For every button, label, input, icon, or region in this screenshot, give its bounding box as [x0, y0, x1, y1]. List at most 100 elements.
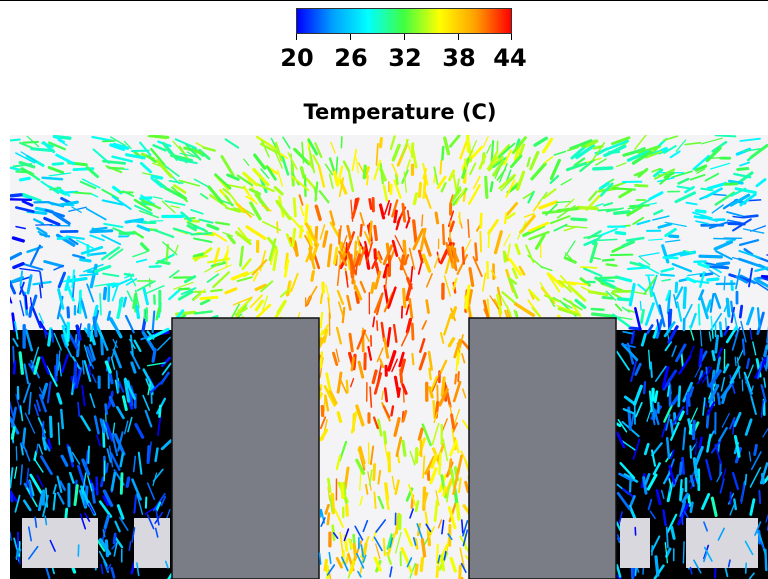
velocity-arrow: [10, 416, 20, 435]
velocity-arrow: [752, 341, 757, 356]
velocity-arrow: [68, 206, 87, 212]
velocity-arrow: [739, 161, 750, 167]
velocity-arrow: [57, 271, 66, 289]
velocity-arrow: [103, 460, 106, 482]
vent-arrow: [100, 563, 104, 575]
velocity-arrow: [533, 136, 549, 147]
velocity-arrow: [310, 270, 315, 282]
velocity-arrow: [580, 286, 594, 293]
velocity-arrow: [403, 527, 414, 547]
velocity-arrow: [615, 162, 627, 168]
velocity-arrow: [12, 360, 17, 375]
velocity-arrow: [100, 337, 104, 356]
velocity-arrow: [42, 436, 47, 451]
velocity-arrow: [424, 511, 430, 534]
velocity-arrow: [10, 467, 14, 489]
velocity-arrow: [637, 283, 647, 292]
velocity-arrow: [699, 329, 703, 347]
velocity-arrow: [10, 295, 13, 304]
velocity-arrow: [177, 192, 187, 200]
velocity-arrow: [629, 290, 635, 300]
velocity-arrow: [498, 173, 517, 190]
velocity-arrow: [401, 383, 408, 395]
velocity-arrow: [71, 206, 82, 213]
velocity-arrow: [192, 225, 205, 231]
velocity-arrow: [391, 163, 399, 178]
velocity-arrow: [333, 170, 340, 187]
velocity-arrow: [234, 201, 245, 213]
velocity-arrow: [448, 135, 461, 148]
vent-arrow: [759, 541, 765, 549]
velocity-arrow: [352, 542, 358, 560]
velocity-arrow: [206, 223, 220, 231]
velocity-arrow: [89, 234, 105, 242]
velocity-arrow: [329, 221, 341, 240]
velocity-arrow: [12, 337, 19, 347]
velocity-arrow: [112, 532, 117, 545]
velocity-arrow: [293, 147, 311, 166]
velocity-arrow: [73, 484, 79, 507]
velocity-arrow: [308, 146, 312, 165]
velocity-arrow: [729, 417, 736, 430]
velocity-arrow: [12, 261, 25, 270]
velocity-arrow: [428, 386, 434, 399]
velocity-arrow: [417, 427, 424, 441]
velocity-arrow: [682, 286, 687, 310]
velocity-arrow: [199, 295, 219, 301]
velocity-arrow: [116, 504, 125, 520]
velocity-arrow: [506, 305, 513, 318]
velocity-arrow: [368, 220, 373, 243]
vent-arrow: [111, 542, 118, 550]
velocity-arrow: [583, 234, 603, 239]
velocity-arrow: [378, 203, 386, 220]
velocity-arrow: [736, 167, 750, 171]
velocity-arrow: [71, 269, 76, 289]
velocity-arrow: [452, 277, 458, 291]
velocity-arrow: [387, 203, 392, 216]
velocity-arrow: [56, 236, 71, 241]
velocity-arrow: [756, 307, 761, 329]
velocity-arrow: [447, 337, 456, 348]
velocity-arrow: [626, 205, 643, 217]
velocity-arrow: [399, 254, 406, 271]
velocity-arrow: [393, 417, 401, 437]
velocity-arrow: [273, 186, 284, 196]
velocity-arrow: [689, 501, 694, 514]
vent-arrow: [328, 551, 332, 565]
velocity-arrow: [144, 285, 165, 295]
velocity-arrow: [39, 284, 42, 299]
velocity-arrow: [152, 468, 164, 482]
velocity-arrow: [178, 179, 201, 187]
velocity-arrow: [383, 199, 391, 215]
velocity-arrow: [365, 241, 374, 263]
velocity-arrow: [401, 202, 407, 223]
velocity-arrow: [23, 499, 32, 512]
velocity-arrow: [493, 230, 503, 255]
velocity-arrow: [622, 330, 633, 335]
velocity-arrow: [637, 144, 662, 155]
velocity-arrow: [714, 334, 720, 354]
velocity-arrow: [449, 468, 456, 489]
velocity-arrow: [433, 411, 438, 424]
velocity-arrow: [160, 356, 172, 368]
velocity-arrow: [733, 411, 742, 428]
velocity-arrow: [73, 361, 78, 385]
velocity-arrow: [739, 137, 761, 142]
velocity-arrow: [406, 209, 411, 223]
velocity-arrow: [38, 320, 49, 336]
velocity-arrow: [552, 296, 573, 309]
velocity-arrow: [725, 325, 738, 344]
velocity-arrow: [490, 270, 497, 279]
velocity-arrow: [489, 295, 500, 310]
velocity-arrow: [457, 371, 460, 383]
vent-arrow: [320, 517, 326, 528]
velocity-arrow: [745, 357, 751, 370]
velocity-arrow: [356, 329, 367, 350]
velocity-arrow: [419, 556, 425, 572]
velocity-arrow: [339, 531, 344, 553]
velocity-arrow: [384, 442, 390, 465]
velocity-arrow: [744, 418, 753, 436]
velocity-arrow: [217, 198, 235, 206]
velocity-arrow: [279, 288, 290, 298]
velocity-arrow: [154, 447, 159, 463]
